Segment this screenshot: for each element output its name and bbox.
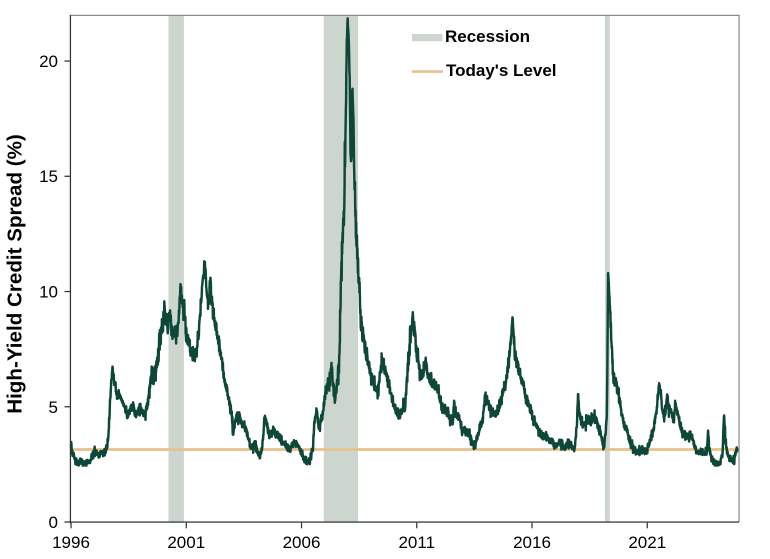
svg-text:10: 10 [39,283,58,302]
svg-text:20: 20 [39,52,58,71]
svg-text:2006: 2006 [283,533,321,552]
svg-text:15: 15 [39,167,58,186]
svg-text:Today's Level: Today's Level [446,61,557,80]
svg-text:5: 5 [49,398,58,417]
svg-text:2011: 2011 [398,533,435,552]
svg-text:1996: 1996 [52,533,90,552]
svg-text:High-Yield Credit Spread (%): High-Yield Credit Spread (%) [4,134,27,414]
svg-text:2001: 2001 [167,533,205,552]
svg-text:Recession: Recession [445,27,530,46]
svg-text:2021: 2021 [628,533,666,552]
svg-text:2016: 2016 [513,533,551,552]
svg-text:0: 0 [49,513,58,532]
